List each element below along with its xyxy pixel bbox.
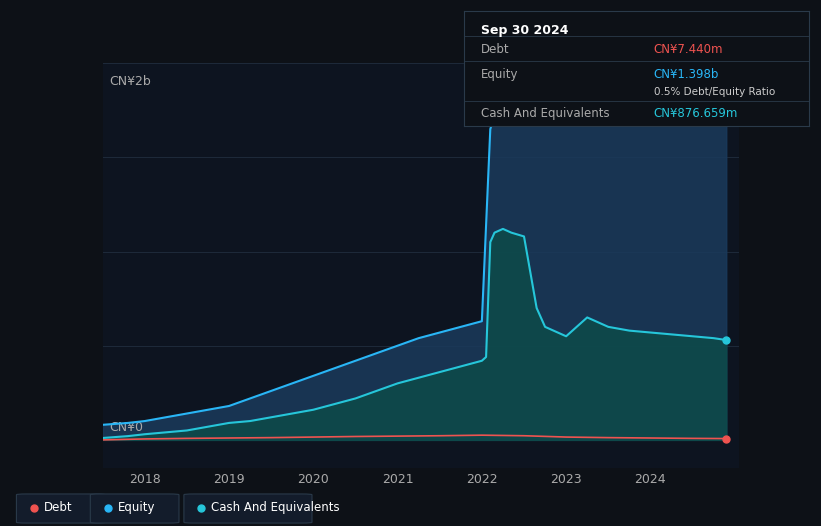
Text: Equity: Equity xyxy=(117,501,155,514)
Text: Cash And Equivalents: Cash And Equivalents xyxy=(211,501,340,514)
Text: Cash And Equivalents: Cash And Equivalents xyxy=(481,107,610,119)
Text: CN¥876.659m: CN¥876.659m xyxy=(654,107,738,119)
FancyBboxPatch shape xyxy=(90,494,179,523)
Text: CN¥2b: CN¥2b xyxy=(109,75,151,88)
FancyBboxPatch shape xyxy=(184,494,312,523)
Text: CN¥7.440m: CN¥7.440m xyxy=(654,43,723,56)
Text: 0.5% Debt/Equity Ratio: 0.5% Debt/Equity Ratio xyxy=(654,87,775,97)
Text: CN¥0: CN¥0 xyxy=(109,421,143,434)
Text: Equity: Equity xyxy=(481,68,519,82)
FancyBboxPatch shape xyxy=(16,494,105,523)
Text: CN¥1.398b: CN¥1.398b xyxy=(654,68,719,82)
Text: Debt: Debt xyxy=(44,501,72,514)
Text: Debt: Debt xyxy=(481,43,510,56)
Text: Sep 30 2024: Sep 30 2024 xyxy=(481,24,569,37)
